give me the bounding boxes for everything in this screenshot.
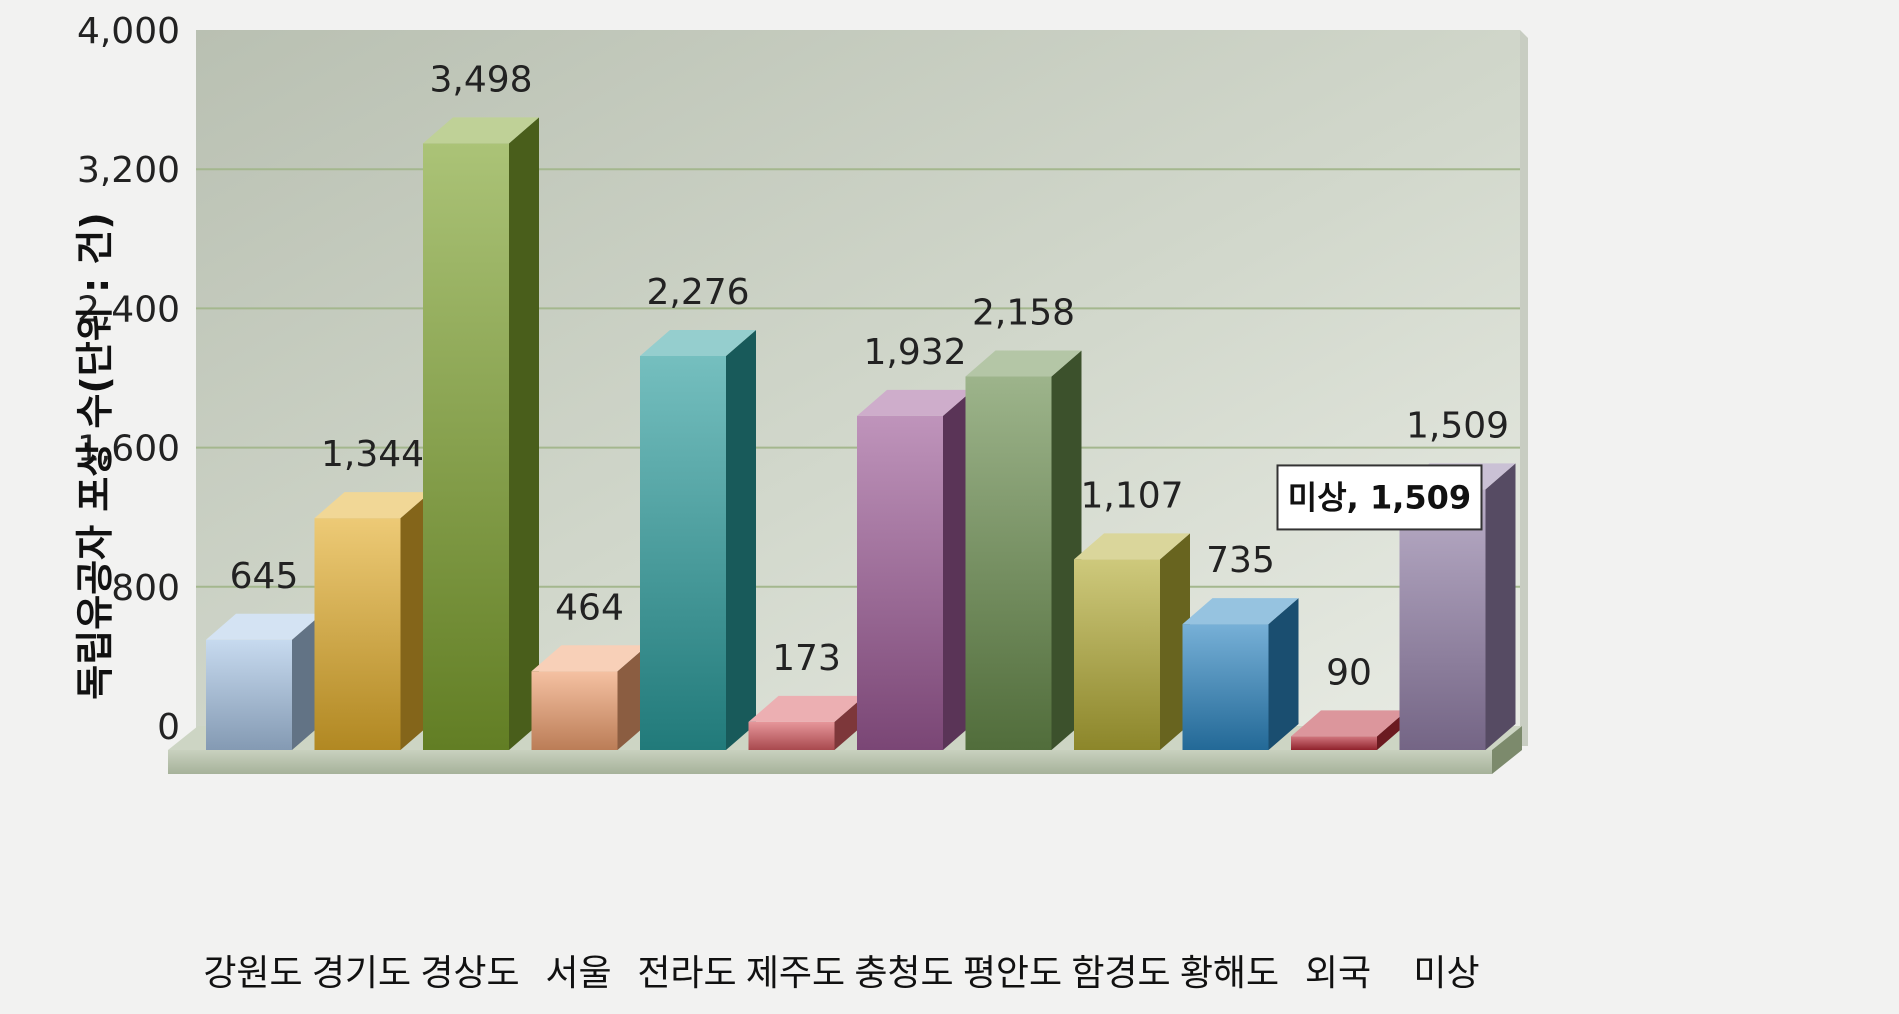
bar-side — [509, 117, 539, 750]
value-label: 1,509 — [1406, 405, 1509, 446]
value-label: 1,344 — [321, 434, 424, 475]
x-tick-label: 충청도 — [854, 953, 953, 994]
bar-top — [314, 492, 431, 519]
bar-top — [640, 329, 756, 356]
annotation-callout: 미상, 1,509 — [1276, 464, 1483, 531]
bar-front — [1399, 489, 1486, 750]
x-tick-label: 제주도 — [746, 953, 845, 994]
bar-top — [748, 695, 865, 722]
bar — [531, 645, 648, 750]
x-tick-label: 경상도 — [420, 953, 519, 994]
floor-front — [168, 750, 1492, 774]
x-tick-label: 미상 — [1413, 953, 1479, 994]
value-label: 173 — [772, 638, 841, 679]
bar-front — [1182, 624, 1269, 750]
y-tick-label: 3,200 — [77, 150, 180, 191]
value-label: 735 — [1206, 540, 1275, 581]
plot-right-wall — [1520, 30, 1528, 746]
bar — [965, 350, 1082, 750]
bar-front — [206, 639, 292, 750]
bar-front — [965, 376, 1052, 750]
bar-side — [726, 329, 756, 750]
bar-top — [1182, 598, 1299, 625]
x-tick-label: 서울 — [545, 953, 611, 994]
value-label: 645 — [230, 556, 299, 597]
bar-front — [423, 143, 509, 750]
bar-side — [1485, 463, 1516, 750]
y-tick-label: 800 — [111, 568, 180, 609]
bar-front — [531, 671, 618, 750]
bar-top — [1074, 533, 1190, 560]
bar-top — [857, 389, 973, 416]
bar-top — [206, 613, 322, 640]
x-tick-label: 전라도 — [637, 953, 736, 994]
value-label: 464 — [555, 587, 624, 628]
x-tick-label: 강원도 — [203, 953, 302, 994]
bar-top — [423, 117, 539, 144]
bar — [423, 117, 539, 750]
value-label: 1,932 — [863, 332, 966, 373]
bar — [857, 389, 973, 750]
bar-side — [1268, 598, 1299, 750]
bar — [314, 492, 431, 750]
annotation-text: 미상, 1,509 — [1288, 478, 1471, 516]
bar-top — [531, 645, 648, 672]
value-label: 1,107 — [1080, 475, 1183, 516]
bar — [206, 613, 322, 750]
floor-side — [1492, 726, 1522, 774]
x-tick-label: 경기도 — [312, 953, 411, 994]
bar-front — [857, 415, 943, 750]
y-tick-label: 4,000 — [77, 11, 180, 52]
bar-front — [748, 721, 835, 750]
bar-top — [1291, 710, 1407, 737]
y-tick-label: 2,400 — [77, 289, 180, 330]
x-tick-label: 함경도 — [1071, 953, 1170, 994]
value-label: 90 — [1326, 652, 1372, 693]
value-label: 2,158 — [972, 293, 1075, 334]
bar — [1074, 533, 1190, 750]
value-label: 3,498 — [429, 59, 532, 100]
bar — [748, 695, 865, 750]
bar — [1182, 598, 1299, 750]
x-tick-label: 외국 — [1305, 953, 1371, 994]
bar-front — [1291, 736, 1377, 750]
y-tick-label: 0 — [157, 707, 180, 748]
annotation-box — [1276, 464, 1483, 531]
value-label: 2,276 — [646, 272, 749, 313]
bar-top — [965, 350, 1082, 377]
y-axis-title: 독립유공자 포상 수(단위 : 건) — [73, 212, 117, 699]
bar-front — [314, 518, 401, 750]
bar — [640, 329, 756, 750]
bar-front — [640, 355, 726, 750]
y-tick-label: 1,600 — [77, 429, 180, 470]
x-tick-label: 평안도 — [963, 953, 1062, 994]
x-tick-label: 황해도 — [1180, 953, 1279, 994]
bar-front — [1074, 559, 1160, 750]
